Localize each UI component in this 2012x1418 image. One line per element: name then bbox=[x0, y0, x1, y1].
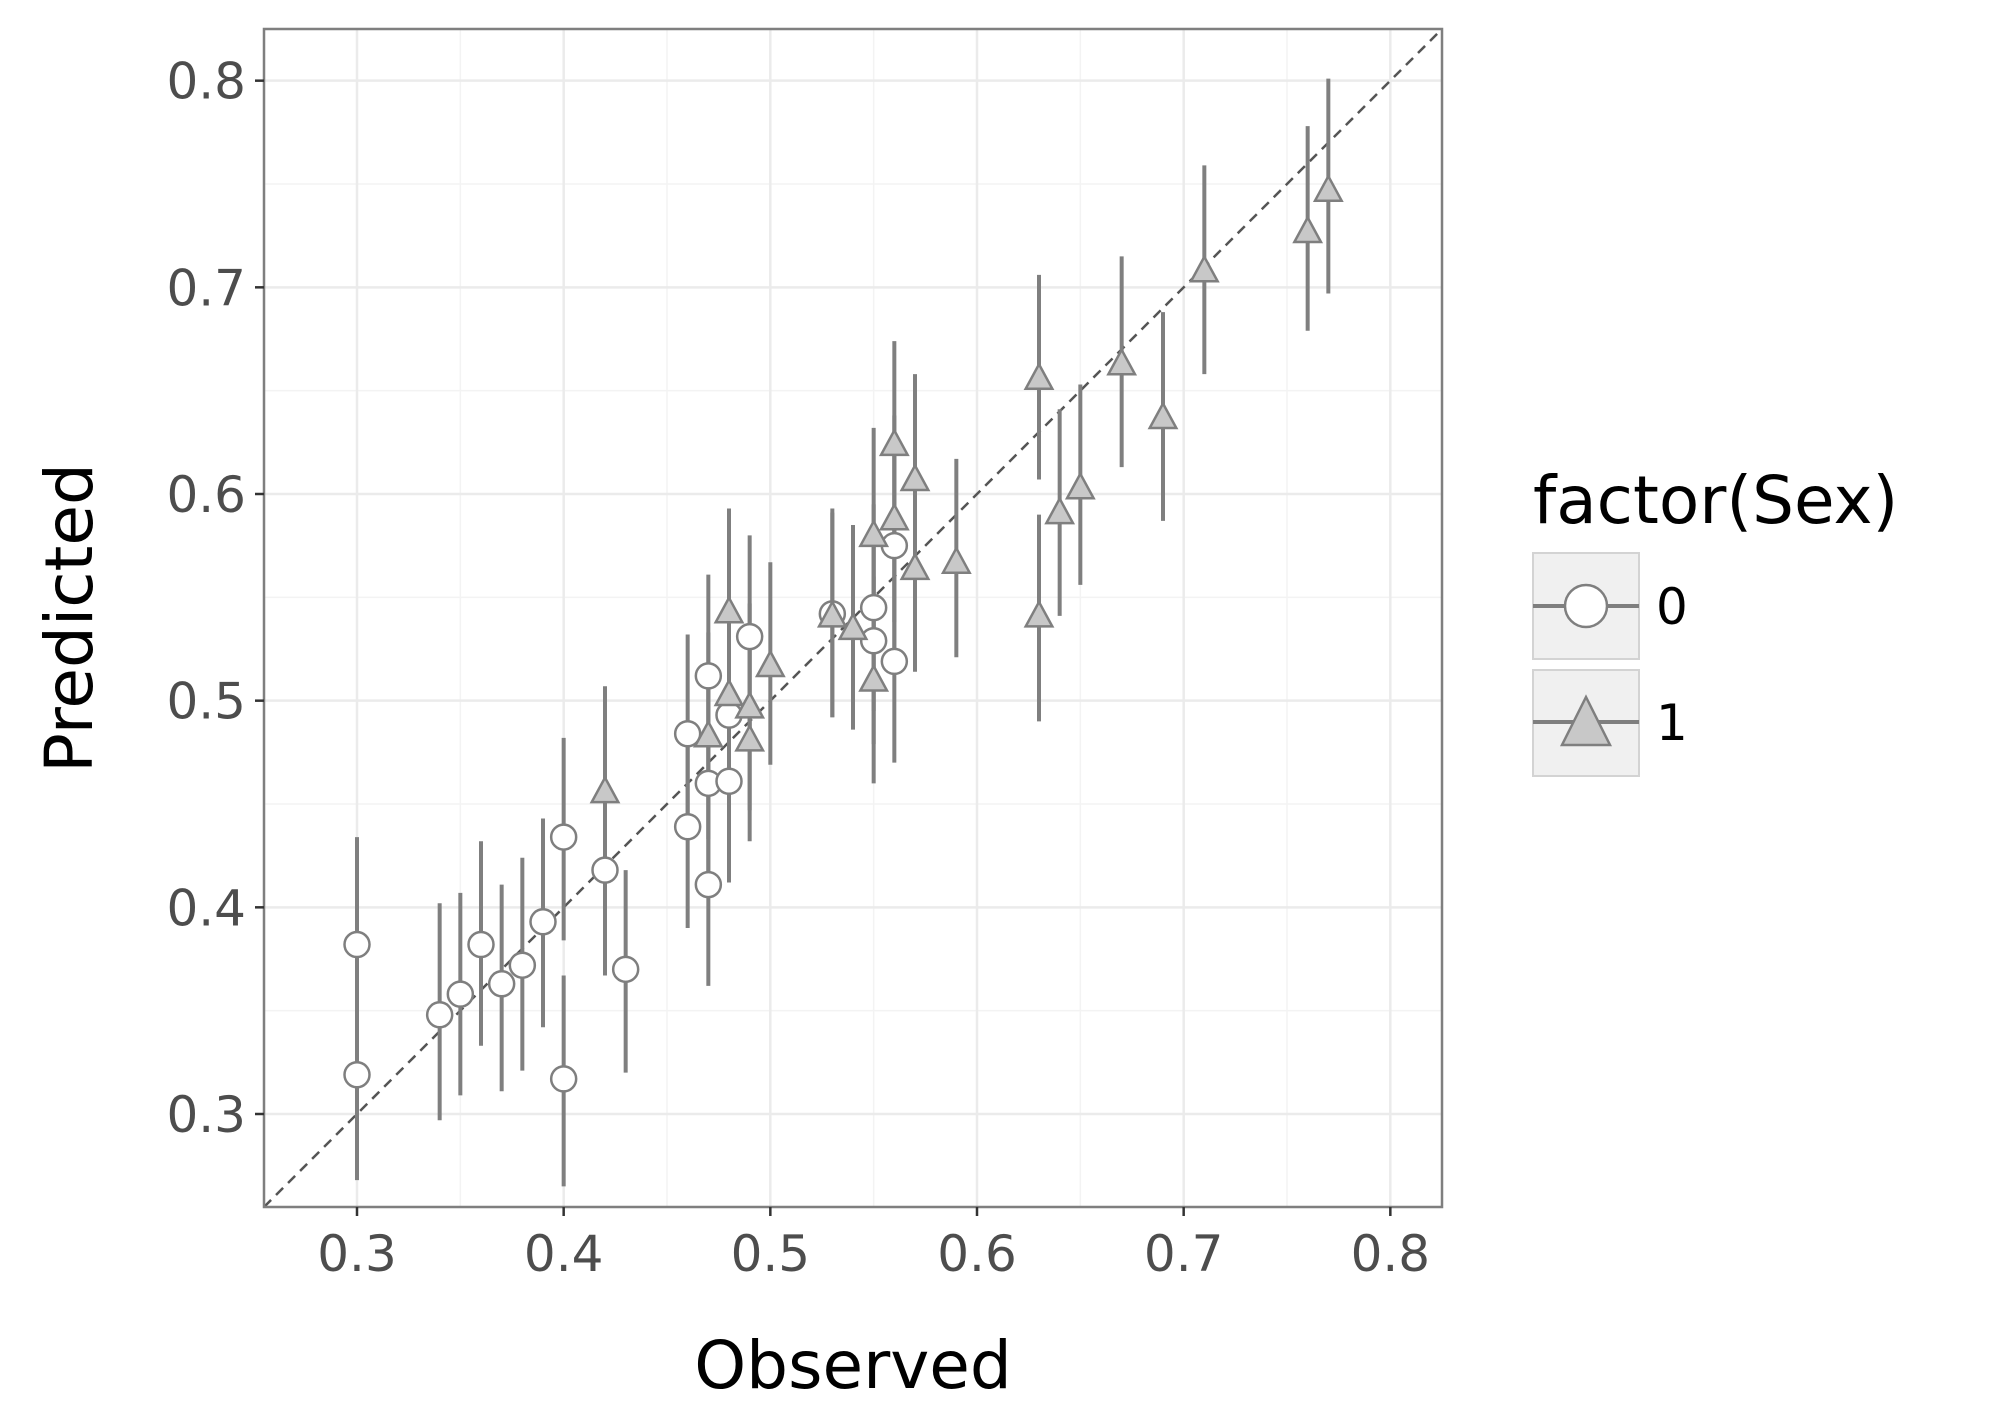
point-triangle bbox=[1147, 400, 1179, 430]
point-triangle bbox=[713, 677, 745, 707]
point-triangle bbox=[899, 551, 931, 581]
y-tick-label: 0.7 bbox=[166, 259, 246, 317]
y-tick-label: 0.6 bbox=[166, 466, 246, 524]
x-tick-label: 0.5 bbox=[731, 1225, 811, 1283]
point-circle bbox=[467, 930, 495, 959]
plot-panel bbox=[262, 27, 1444, 1209]
point-triangle bbox=[1106, 347, 1138, 376]
point-circle bbox=[508, 951, 537, 979]
point-circle bbox=[487, 970, 516, 998]
y-tick-label: 0.8 bbox=[166, 53, 246, 111]
point-triangle bbox=[1312, 173, 1344, 202]
legend-circle-icon bbox=[1563, 583, 1609, 629]
point-circle bbox=[735, 622, 764, 651]
point-triangle bbox=[1064, 471, 1096, 500]
x-tick-label: 0.6 bbox=[937, 1225, 1017, 1283]
point-circle bbox=[343, 930, 371, 959]
grid-minor bbox=[264, 29, 1442, 1207]
x-tick-label: 0.3 bbox=[317, 1225, 397, 1283]
legend-key-0: 0 bbox=[1532, 552, 1688, 660]
point-triangle bbox=[1292, 214, 1324, 244]
y-tick-label: 0.4 bbox=[166, 879, 246, 937]
point-circle bbox=[549, 1065, 578, 1093]
panel-border bbox=[262, 27, 1444, 1209]
legend-triangle-icon bbox=[1559, 694, 1613, 747]
point-triangle bbox=[878, 502, 910, 531]
point-circle bbox=[673, 719, 702, 748]
point-triangle bbox=[858, 663, 890, 692]
point-circle bbox=[529, 908, 557, 936]
x-axis-title: Observed bbox=[694, 1327, 1012, 1404]
x-tick-label: 0.7 bbox=[1144, 1225, 1224, 1283]
point-triangle bbox=[816, 599, 848, 628]
point-circle bbox=[694, 870, 723, 899]
point-triangle bbox=[858, 518, 890, 548]
point-triangle bbox=[1188, 254, 1220, 283]
point-circle bbox=[694, 662, 723, 690]
point-triangle bbox=[734, 690, 766, 719]
point-circle bbox=[611, 955, 640, 984]
point-triangle bbox=[1023, 599, 1055, 628]
point-triangle bbox=[754, 648, 786, 678]
legend: factor(Sex) 0 1 bbox=[1532, 462, 1898, 777]
point-circle bbox=[343, 1060, 371, 1089]
point-circle bbox=[880, 647, 909, 676]
x-tick-label: 0.8 bbox=[1351, 1225, 1431, 1283]
point-triangle bbox=[1023, 361, 1055, 391]
point-circle bbox=[859, 626, 888, 655]
point-triangle bbox=[940, 545, 972, 574]
point-circle bbox=[715, 767, 743, 796]
point-triangle bbox=[878, 427, 910, 457]
point-triangle bbox=[734, 723, 766, 752]
point-circle bbox=[446, 980, 475, 1008]
legend-label-1: 1 bbox=[1656, 694, 1688, 752]
y-axis-title: Predicted bbox=[31, 463, 108, 773]
legend-key-1: 1 bbox=[1532, 669, 1688, 777]
data-points bbox=[343, 173, 1344, 1093]
point-circle bbox=[859, 593, 888, 622]
point-circle bbox=[591, 856, 619, 884]
x-axis-ticks: 0.3 0.4 0.5 0.6 0.7 0.8 bbox=[317, 1207, 1430, 1283]
point-circle bbox=[673, 812, 702, 841]
point-triangle bbox=[589, 774, 621, 804]
y-tick-label: 0.3 bbox=[166, 1086, 246, 1144]
point-circle bbox=[425, 1001, 454, 1029]
legend-label-0: 0 bbox=[1656, 578, 1688, 636]
point-triangle bbox=[713, 595, 745, 624]
y-axis-ticks: 0.3 0.4 0.5 0.6 0.7 0.8 bbox=[166, 53, 264, 1144]
x-tick-label: 0.4 bbox=[524, 1225, 604, 1283]
y-tick-label: 0.5 bbox=[166, 673, 246, 731]
point-triangle bbox=[1044, 495, 1076, 525]
point-triangle bbox=[692, 719, 724, 748]
legend-title: factor(Sex) bbox=[1533, 462, 1898, 539]
point-triangle bbox=[899, 462, 931, 492]
point-circle bbox=[549, 823, 578, 851]
point-triangle bbox=[837, 611, 869, 641]
